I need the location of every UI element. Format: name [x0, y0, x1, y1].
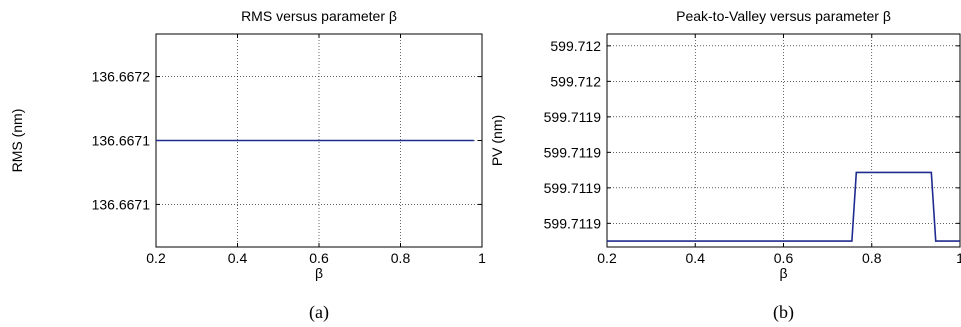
panel-label: (a): [309, 302, 329, 323]
series-line-0: [607, 171, 960, 242]
y-tick-label: 599.7119: [544, 144, 602, 160]
y-tick-label: 599.712: [550, 73, 601, 89]
x-tick-label: 1: [956, 250, 961, 266]
x-tick-label: 0.6: [774, 250, 794, 266]
x-tick-label: 0.4: [686, 250, 706, 266]
x-tick-label: 0.4: [228, 250, 248, 266]
y-axis-label: RMS (nm): [9, 109, 25, 173]
x-axis-label: β: [779, 265, 787, 281]
x-tick-label: 0.2: [146, 250, 166, 266]
y-tick-label: 599.7119: [544, 180, 602, 196]
x-tick-label: 0.6: [309, 250, 329, 266]
y-tick-label: 599.7119: [544, 215, 602, 231]
x-axis-label: β: [315, 265, 323, 281]
y-tick-label: 599.712: [550, 38, 601, 54]
x-tick-label: 0.2: [597, 250, 617, 266]
y-tick-label: 599.7119: [544, 109, 602, 125]
panel-label: (b): [773, 302, 794, 323]
chart-title: Peak-to-Valley versus parameter β: [676, 8, 891, 24]
y-tick-label: 136.6671: [92, 196, 151, 212]
chart-title: RMS versus parameter β: [241, 8, 397, 24]
x-tick-label: 1: [478, 250, 486, 266]
plot-area: [607, 34, 960, 247]
y-tick-label: 136.6672: [92, 69, 151, 85]
x-tick-label: 0.8: [391, 250, 411, 266]
chart-b: 0.2 0.4 0.6 0.8 1 599.7119 599.7119 599.7119 599…: [489, 8, 961, 323]
x-tick-label: 0.8: [862, 250, 882, 266]
y-tick-label: 136.6671: [92, 133, 151, 149]
y-axis-label: PV (nm): [489, 115, 505, 166]
chart-a: 0.2 0.4 0.6 0.8 1 136.6671 136.6671 136.6672 RMS…: [9, 8, 486, 323]
